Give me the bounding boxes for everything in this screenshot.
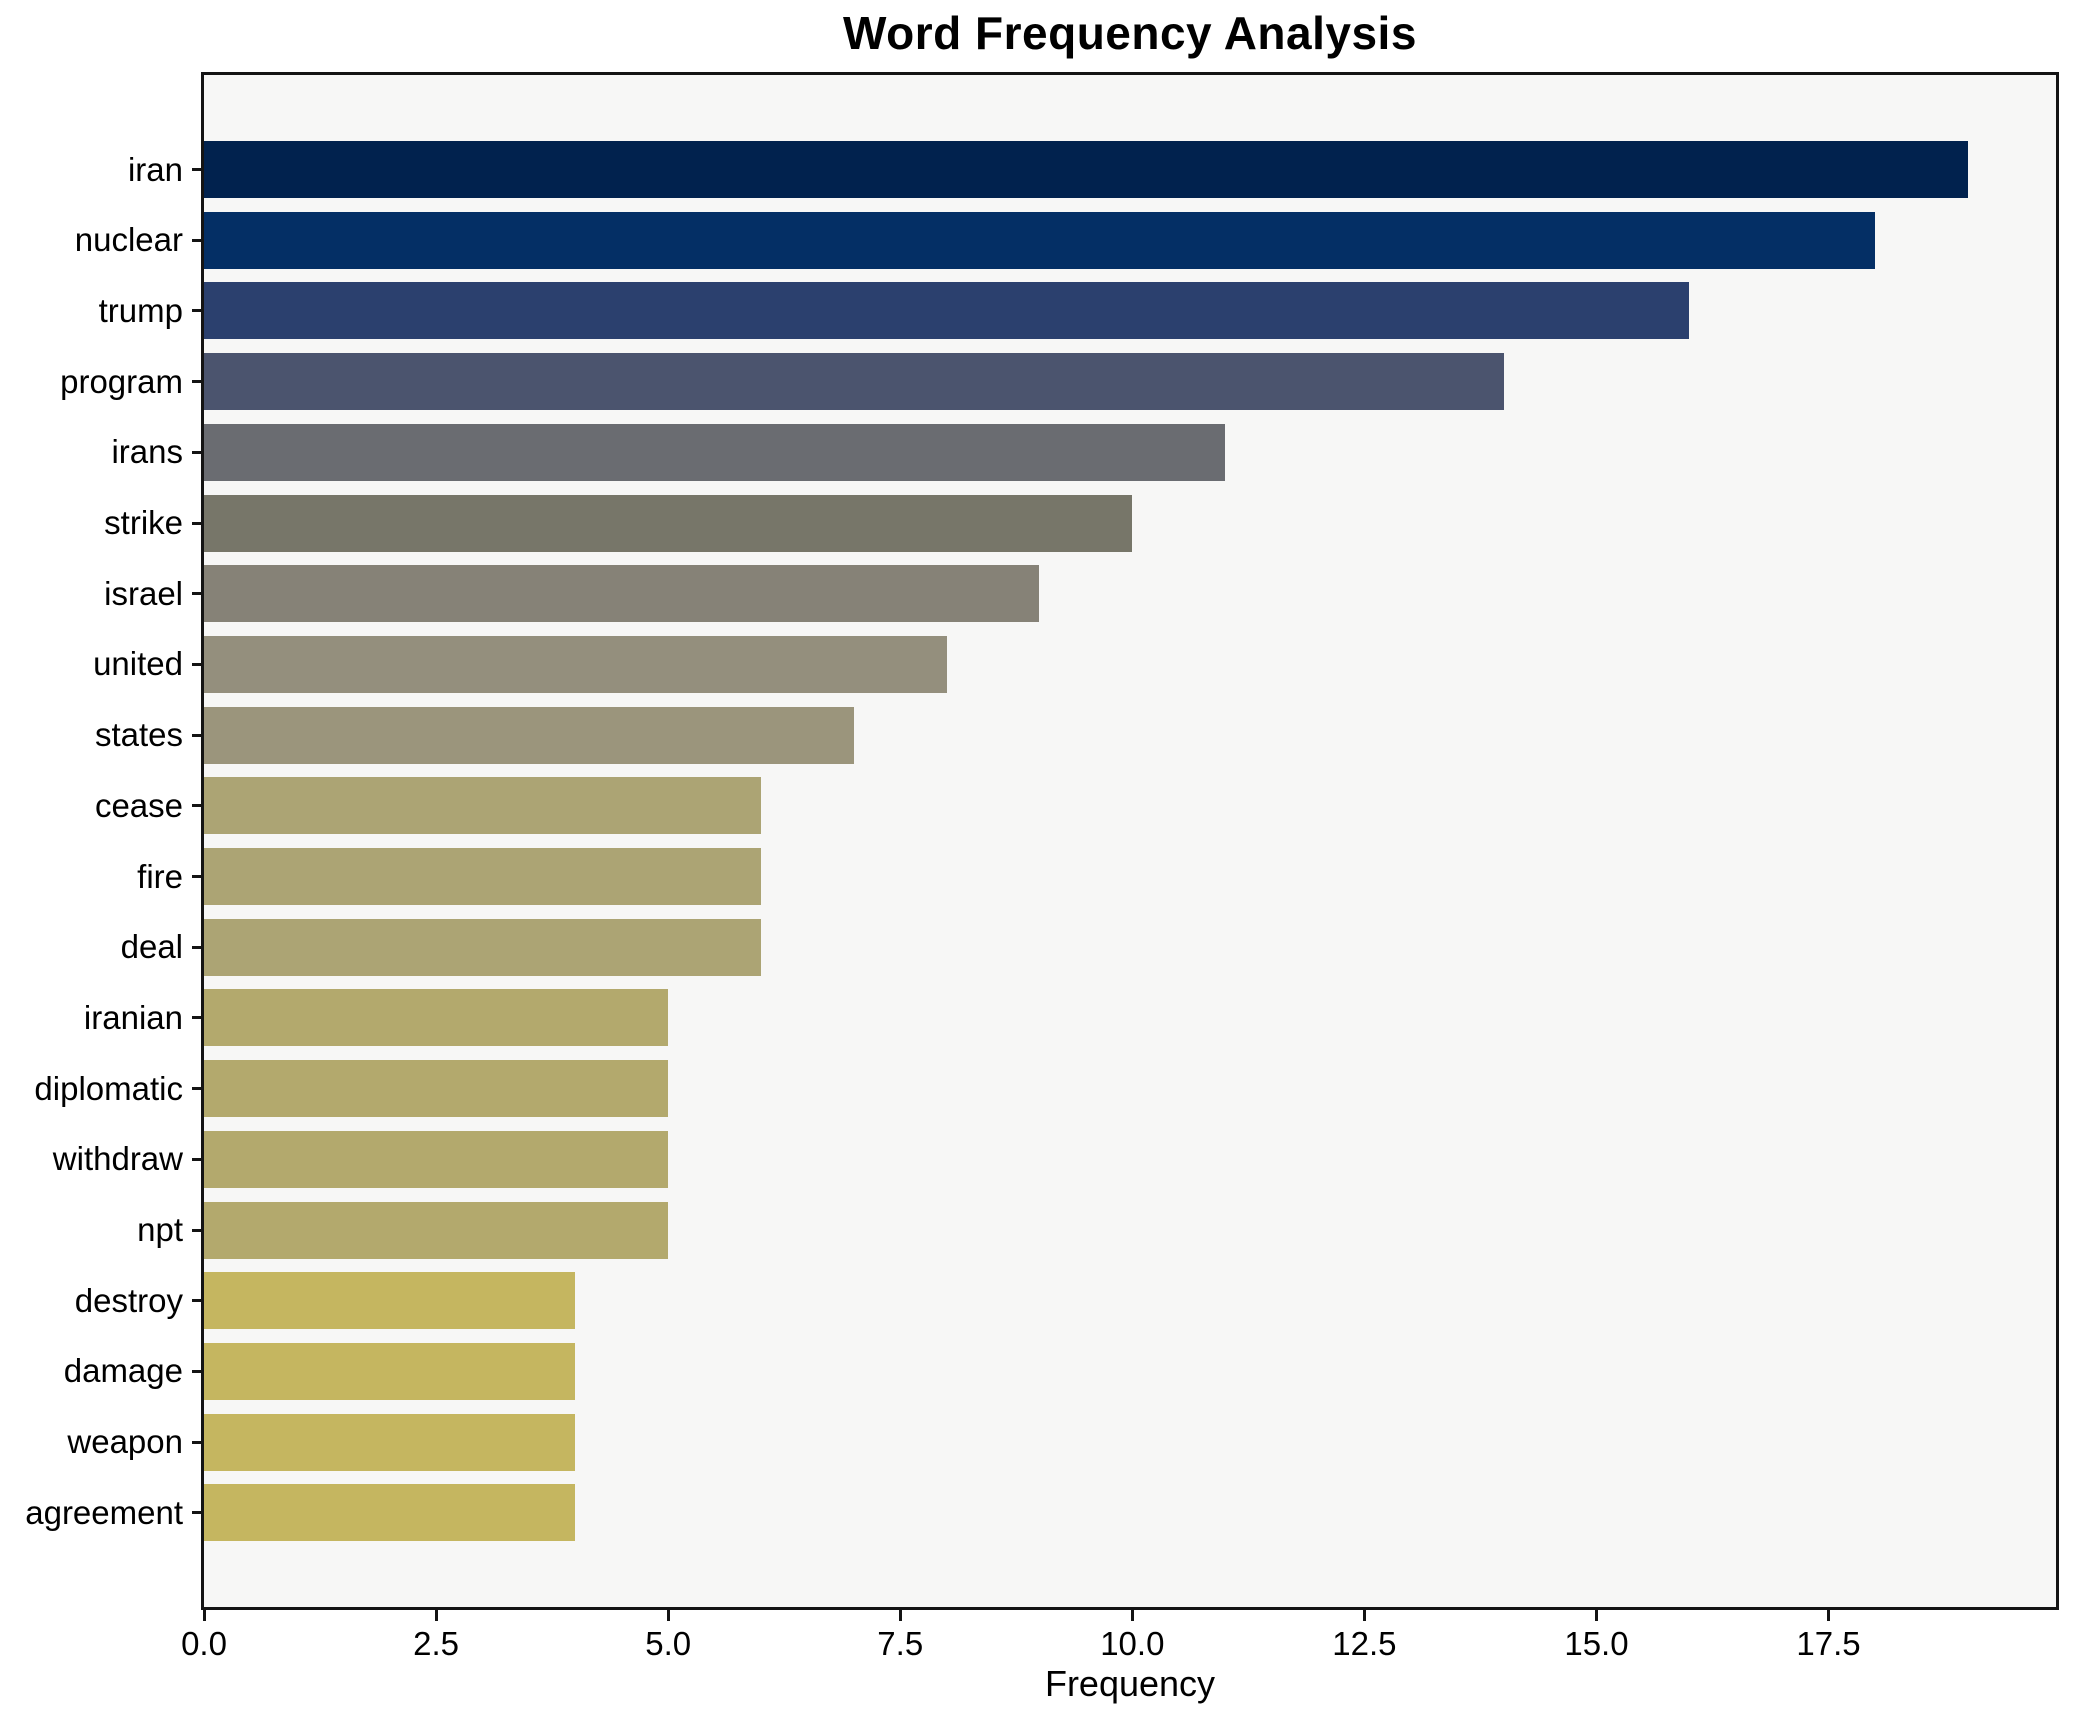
y-tick-mark [192, 1440, 201, 1444]
y-tick-mark [192, 592, 201, 596]
x-tick-mark [434, 1610, 438, 1621]
y-axis-label: weapon [67, 1423, 183, 1461]
y-axis-label: iran [127, 150, 183, 188]
x-axis-title: Frequency [1044, 1663, 1216, 1704]
y-tick-mark [192, 168, 201, 171]
y-axis-label: fire [137, 857, 183, 895]
y-tick-mark [192, 662, 201, 666]
bar-diplomatic [204, 1060, 669, 1118]
bar-damage [204, 1342, 576, 1400]
y-axis-label: iranian [83, 998, 183, 1036]
y-tick-mark [192, 309, 201, 313]
bar-deal [204, 918, 761, 976]
y-tick-mark [192, 733, 201, 737]
bar-israel [204, 565, 1040, 623]
x-tick-mark [666, 1610, 670, 1621]
bar-npt [204, 1201, 669, 1259]
y-tick-mark [192, 450, 201, 454]
y-axis-label: strike [104, 504, 183, 541]
y-axis-label: israel [104, 574, 183, 612]
y-tick-mark [192, 1157, 201, 1161]
y-tick-mark [192, 945, 201, 949]
y-tick-mark [192, 1228, 201, 1232]
bar-fire [204, 848, 761, 905]
y-tick-mark [192, 875, 201, 878]
x-tick-mark [1594, 1610, 1598, 1621]
bar-weapon [204, 1413, 576, 1471]
y-axis-label: trump [98, 291, 183, 329]
bar-agreement [204, 1484, 576, 1542]
x-tick-mark [202, 1610, 206, 1621]
y-tick-mark [192, 238, 201, 242]
y-tick-mark [192, 1369, 201, 1373]
y-tick-mark [192, 380, 201, 384]
chart-title: Word Frequency Analysis [843, 7, 1417, 59]
y-axis-label: damage [63, 1352, 183, 1390]
y-tick-mark [192, 521, 201, 525]
y-axis-label: states [94, 716, 183, 754]
y-axis-label: npt [137, 1211, 183, 1248]
bar-nuclear [204, 211, 1875, 269]
bar-strike [204, 494, 1133, 552]
x-tick-mark [898, 1610, 902, 1621]
x-tick-label: 10.0 [1100, 1625, 1165, 1662]
y-axis-label: deal [120, 928, 183, 966]
bar-trump [204, 282, 1690, 340]
y-tick-mark [192, 804, 201, 808]
y-axis-label: program [60, 362, 183, 400]
y-tick-mark [192, 1299, 201, 1303]
x-tick-mark [1130, 1610, 1134, 1621]
y-tick-mark [192, 1016, 201, 1020]
x-tick-label: 7.5 [877, 1625, 924, 1662]
bar-united [204, 635, 947, 693]
y-axis-label: united [93, 645, 183, 683]
bar-withdraw [204, 1130, 669, 1188]
y-axis-label: nuclear [74, 221, 183, 259]
y-tick-mark [192, 1087, 201, 1091]
bar-iranian [204, 989, 669, 1047]
bar-program [204, 353, 1504, 411]
y-axis-label: destroy [74, 1281, 183, 1319]
bar-iran [204, 141, 1968, 198]
x-tick-label: 2.5 [413, 1625, 460, 1662]
bar-states [204, 706, 854, 764]
x-tick-label: 17.5 [1796, 1625, 1861, 1662]
y-tick-mark [192, 1511, 201, 1515]
bar-destroy [204, 1272, 576, 1330]
x-tick-label: 5.0 [645, 1625, 692, 1662]
bar-irans [204, 423, 1226, 481]
y-axis-label: diplomatic [34, 1069, 183, 1107]
y-axis-label: agreement [25, 1493, 183, 1531]
y-axis-label: cease [94, 786, 183, 824]
x-tick-label: 12.5 [1332, 1625, 1397, 1662]
y-axis-label: irans [111, 433, 183, 471]
x-tick-mark [1827, 1610, 1831, 1621]
x-tick-label: 15.0 [1564, 1625, 1629, 1662]
x-tick-mark [1362, 1610, 1366, 1621]
plot-area: 0.0 2.5 5.0 7.5 10.0 12.5 15.0 17.5 [181, 72, 2059, 1662]
x-tick-label: 0.0 [181, 1625, 227, 1662]
bar-cease [204, 777, 761, 835]
y-axis-label: withdraw [52, 1140, 183, 1178]
